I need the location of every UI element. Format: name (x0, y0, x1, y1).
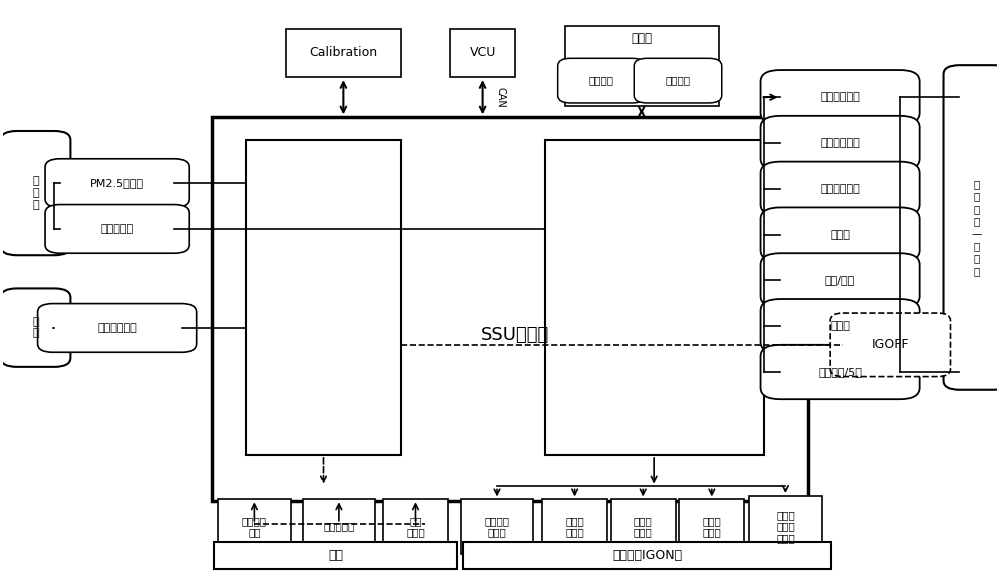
Text: 多模式
氛围灯: 多模式 氛围灯 (565, 516, 584, 538)
Text: Calibration: Calibration (309, 46, 377, 60)
FancyBboxPatch shape (45, 205, 189, 253)
FancyBboxPatch shape (761, 208, 920, 262)
Bar (542, 499, 607, 554)
Bar (212, 117, 808, 501)
FancyBboxPatch shape (761, 162, 920, 216)
Text: 音量调节/5档: 音量调节/5档 (818, 367, 862, 377)
Text: CAN: CAN (495, 87, 505, 108)
Bar (246, 140, 401, 455)
FancyBboxPatch shape (1, 131, 70, 255)
Text: 空气监测
氛围灯: 空气监测 氛围灯 (485, 516, 510, 538)
Text: 多模式
氛围灯: 多模式 氛围灯 (702, 516, 721, 538)
Text: 多模式
氛围灯: 多模式 氛围灯 (634, 516, 653, 538)
FancyBboxPatch shape (761, 116, 920, 170)
Bar (218, 499, 291, 554)
FancyBboxPatch shape (1, 288, 70, 367)
Text: 中控屏: 中控屏 (631, 32, 652, 45)
FancyBboxPatch shape (944, 65, 1000, 390)
FancyBboxPatch shape (45, 159, 189, 208)
Text: 温湿度传感器: 温湿度传感器 (97, 323, 137, 333)
Text: 迎宾
氛围灯: 迎宾 氛围灯 (406, 516, 425, 538)
Bar (565, 25, 719, 106)
Text: 常
电: 常 电 (32, 317, 39, 339)
Bar (461, 499, 533, 554)
Text: PM2.5传感器: PM2.5传感器 (90, 178, 144, 188)
Text: 播放/暂停: 播放/暂停 (825, 275, 855, 286)
Bar (749, 496, 822, 557)
Text: 逻
辑
电: 逻 辑 电 (32, 176, 39, 210)
Bar (450, 28, 515, 77)
Bar (383, 499, 448, 554)
Text: 状态监测: 状态监测 (589, 76, 614, 86)
Bar (545, 140, 764, 455)
Text: 常电: 常电 (328, 549, 343, 562)
FancyBboxPatch shape (558, 58, 645, 103)
Text: 下一首: 下一首 (830, 321, 850, 331)
Text: 静态呼吸模式: 静态呼吸模式 (820, 184, 860, 194)
Text: 车速律动模式: 车速律动模式 (820, 138, 860, 148)
FancyBboxPatch shape (761, 345, 920, 399)
Text: SSU控制器: SSU控制器 (481, 326, 549, 344)
Text: 音乐律动模式: 音乐律动模式 (820, 92, 860, 102)
FancyBboxPatch shape (38, 303, 197, 352)
Text: 距离传感器: 距离传感器 (101, 224, 134, 234)
Text: 指令设定: 指令设定 (666, 76, 691, 86)
Bar (463, 542, 831, 569)
FancyBboxPatch shape (761, 70, 920, 124)
FancyBboxPatch shape (761, 253, 920, 307)
Bar (679, 499, 744, 554)
Text: VCU: VCU (469, 46, 496, 60)
Text: 温湿度显示: 温湿度显示 (323, 521, 355, 532)
Bar (214, 542, 457, 569)
Text: 语音播报
模块: 语音播报 模块 (242, 516, 267, 538)
Text: 上一首: 上一首 (830, 229, 850, 240)
Text: 触
控
按
键
—
逻
辑
电: 触 控 按 键 — 逻 辑 电 (971, 179, 982, 276)
Bar (286, 28, 401, 77)
Bar (611, 499, 676, 554)
FancyBboxPatch shape (634, 58, 722, 103)
Text: IGOFF: IGOFF (872, 338, 909, 351)
Text: 电动出
风口驱
动电路: 电动出 风口驱 动电路 (776, 510, 795, 543)
FancyBboxPatch shape (830, 313, 950, 377)
Bar (303, 499, 375, 554)
FancyBboxPatch shape (761, 299, 920, 353)
Text: 逻辑电（IGON）: 逻辑电（IGON） (612, 549, 682, 562)
